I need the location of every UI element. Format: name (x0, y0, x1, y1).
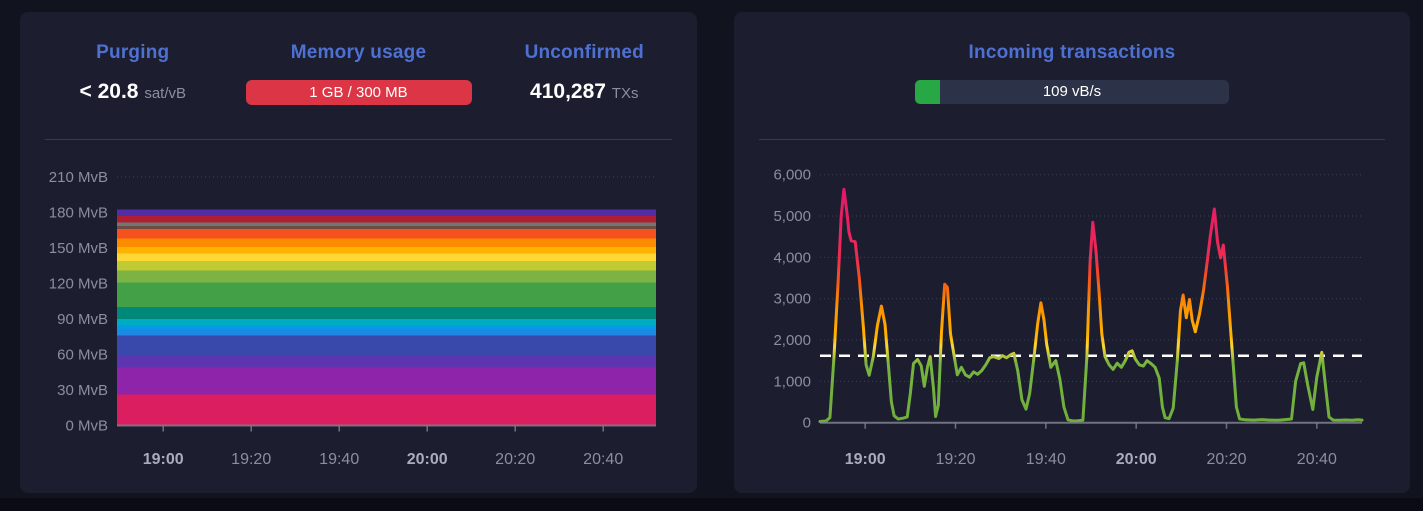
y-axis-label: 6,000 (773, 167, 811, 184)
incoming-rate-progressbar: 109 vB/s (915, 80, 1229, 104)
y-axis-label: 1,000 (773, 373, 811, 390)
mempool-stats-row: Purging < 20.8 sat/vB Memory usage 1 GB … (20, 12, 697, 105)
fee-band (117, 307, 656, 319)
y-axis-label: 180 MvB (49, 205, 108, 222)
left-panel-divider (45, 139, 672, 140)
fee-band (117, 335, 656, 356)
fee-band (117, 261, 656, 271)
incoming-rate-line (818, 187, 1364, 423)
purging-title: Purging (96, 42, 170, 63)
y-axis-label: 150 MvB (49, 240, 108, 257)
y-axis-label: 4,000 (773, 249, 811, 266)
fee-band (117, 222, 656, 227)
unconfirmed-title: Unconfirmed (524, 42, 644, 63)
incoming-transactions-panel: Incoming transactions 109 vB/s 0 1,000 2,0… (734, 12, 1410, 493)
y-axis-label: 0 (803, 415, 811, 432)
purging-value: < 20.8 sat/vB (20, 80, 246, 104)
y-axis-label: 3,000 (773, 291, 811, 308)
y-axis-label: 210 MvB (49, 169, 108, 186)
purging-unit: sat/vB (144, 85, 186, 102)
x-axis-label: 20:00 (407, 451, 448, 468)
x-axis-label: 19:00 (845, 451, 886, 468)
right-panel-divider (759, 139, 1385, 140)
y-axis-label: 90 MvB (57, 311, 108, 328)
fee-band (117, 324, 656, 330)
mempool-size-stacked-chart[interactable]: 0 MvB 30 MvB 60 MvB 90 MvB 120 MvB 150 MvB 180… (20, 12, 697, 493)
x-axis-label: 19:40 (319, 451, 359, 468)
fee-band (117, 282, 656, 308)
progressbar-fill (915, 80, 941, 104)
incoming-stats-row: Incoming transactions 109 vB/s (734, 12, 1410, 104)
purging-feerate: < 20.8 (79, 80, 139, 103)
x-axis-label: 19:40 (1026, 451, 1066, 468)
mempool-graph-panel: Purging < 20.8 sat/vB Memory usage 1 GB … (20, 12, 697, 493)
y-axis-label: 60 MvB (57, 347, 108, 364)
x-axis-label: 20:20 (495, 451, 535, 468)
x-axis-label: 20:00 (1116, 451, 1157, 468)
fee-band (117, 229, 656, 239)
unconfirmed-unit: TXs (611, 85, 639, 102)
x-axis-label: 19:00 (143, 451, 184, 468)
x-axis-label: 20:40 (583, 451, 623, 468)
fee-band (117, 209, 656, 217)
x-axis-label: 19:20 (935, 451, 975, 468)
stat-incoming: Incoming transactions 109 vB/s (734, 42, 1410, 104)
fee-band (117, 226, 656, 230)
fee-band (117, 355, 656, 368)
y-axis-label: 0 MvB (65, 418, 108, 435)
x-axis-label: 20:40 (1297, 451, 1337, 468)
memory-usage-badge: 1 GB / 300 MB (245, 80, 472, 105)
incoming-transactions-title: Incoming transactions (968, 42, 1176, 63)
stat-memory-usage: Memory usage 1 GB / 300 MB (245, 42, 472, 105)
x-axis-label: 19:20 (231, 451, 271, 468)
fee-band (117, 367, 656, 395)
y-axis-label: 120 MvB (49, 276, 108, 293)
unconfirmed-value: 410,287 TXs (472, 80, 698, 104)
x-axis-label: 20:20 (1206, 451, 1246, 468)
fee-band (117, 253, 656, 262)
fee-band (117, 394, 656, 426)
fee-band (117, 329, 656, 336)
stat-unconfirmed: Unconfirmed 410,287 TXs (472, 42, 698, 105)
incoming-rate-value: 109 vB/s (1042, 83, 1102, 100)
y-axis-label: 5,000 (773, 208, 811, 225)
y-axis-label: 30 MvB (57, 382, 108, 399)
memory-usage-title: Memory usage (290, 42, 427, 63)
fee-band (117, 246, 656, 254)
stat-purging: Purging < 20.8 sat/vB (20, 42, 246, 105)
fee-band (117, 238, 656, 247)
incoming-transactions-line-chart[interactable]: 0 1,000 2,000 3,000 4,000 5,000 6,000 19:00 19:2… (734, 12, 1410, 493)
fee-band (117, 270, 656, 283)
unconfirmed-count: 410,287 (530, 80, 606, 103)
fee-band (117, 216, 656, 223)
y-axis-label: 2,000 (773, 332, 811, 349)
fee-band (117, 319, 656, 325)
bottom-strip (0, 498, 1423, 511)
